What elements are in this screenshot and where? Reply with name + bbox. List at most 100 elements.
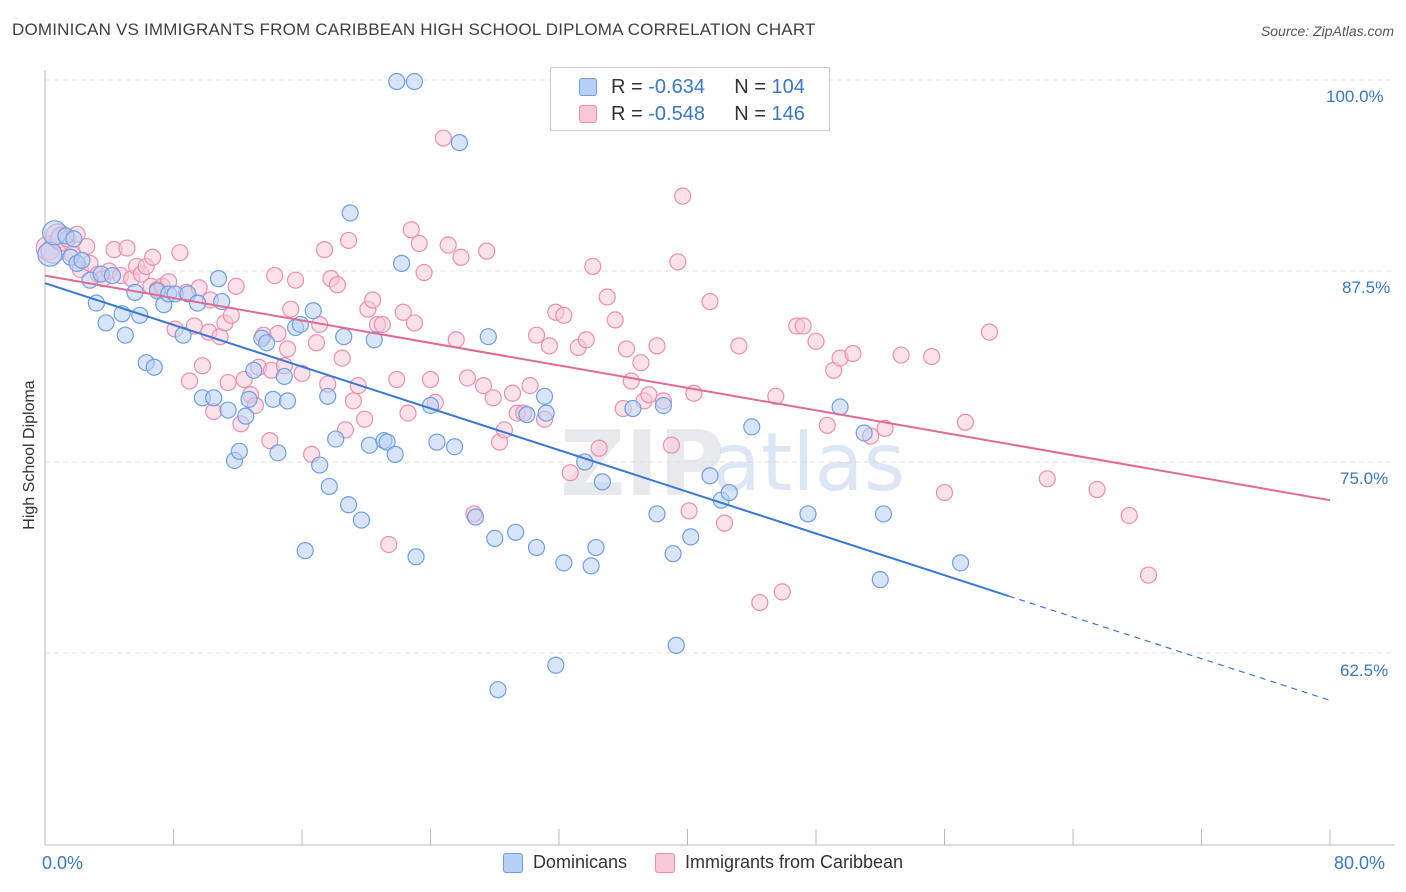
caribbean-point xyxy=(484,389,502,407)
y-tick-75: 75.0% xyxy=(1340,469,1389,488)
caribbean-point xyxy=(339,231,358,250)
caribbean-point xyxy=(434,129,452,147)
caribbean-point xyxy=(617,340,636,358)
caribbean-point xyxy=(286,271,305,289)
dominicans-point xyxy=(407,548,425,566)
source-label: Source: ZipAtlas.com xyxy=(1260,23,1394,39)
caribbean-point xyxy=(315,241,334,259)
caribbean-point xyxy=(266,266,284,285)
caribbean-point xyxy=(794,317,812,335)
dominicans-point xyxy=(682,528,700,546)
caribbean-point xyxy=(474,377,493,395)
dominicans-point xyxy=(335,328,353,346)
dominicans-point xyxy=(855,424,873,442)
caribbean-point xyxy=(648,337,666,355)
caribbean-point xyxy=(540,337,558,355)
caribbean-point xyxy=(171,244,189,262)
caribbean-point xyxy=(380,535,398,554)
caribbean-n-value: 146 xyxy=(771,102,805,125)
dominicans-point xyxy=(951,554,970,572)
caribbean-point xyxy=(773,583,791,601)
caribbean-point xyxy=(388,370,406,389)
caribbean-point xyxy=(807,332,825,350)
dominicans-swatch xyxy=(579,78,597,96)
caribbean-point xyxy=(356,410,374,428)
caribbean-point xyxy=(415,263,433,282)
caribbean-point xyxy=(227,277,245,295)
caribbean-point xyxy=(144,248,162,266)
caribbean-point xyxy=(844,344,862,363)
caribbean-swatch xyxy=(579,105,597,123)
dominicans-point xyxy=(219,401,237,419)
legend-item-dominicans[interactable]: Dominicans xyxy=(502,852,627,873)
dominicans-point xyxy=(65,230,83,248)
dominicans-point xyxy=(258,334,276,352)
dominicans-point xyxy=(365,331,383,349)
dominicans-point xyxy=(327,430,345,448)
dominicans-point xyxy=(360,436,379,454)
dominicans-point xyxy=(405,72,424,91)
dominicans-point xyxy=(269,444,287,462)
caribbean-point xyxy=(892,346,910,364)
caribbean-point xyxy=(421,370,440,389)
dominicans-point xyxy=(428,433,446,451)
caribbean-point xyxy=(680,502,698,520)
dominicans-point xyxy=(582,557,600,575)
caribbean-point xyxy=(333,349,351,367)
dominicans-point xyxy=(654,396,673,415)
dominicans-trend-extension xyxy=(1008,595,1331,701)
caribbean-point xyxy=(405,314,424,332)
caribbean-point xyxy=(751,593,769,612)
y-tick-87-5: 87.5% xyxy=(1342,278,1391,297)
dominicans-point xyxy=(245,361,263,379)
caribbean-point xyxy=(640,386,658,404)
r-label: R = xyxy=(611,75,643,98)
caribbean-point xyxy=(394,303,412,321)
dominicans-point xyxy=(311,456,329,474)
dominicans-point xyxy=(701,467,719,485)
dominicans-point xyxy=(103,266,122,285)
dominicans-point xyxy=(388,72,406,91)
dominicans-point xyxy=(466,508,485,526)
dominicans-point xyxy=(275,367,293,386)
dominicans-point xyxy=(555,554,573,572)
caribbean-point xyxy=(439,236,457,254)
dominicans-point xyxy=(445,438,464,456)
dominicans-r-value: -0.634 xyxy=(648,75,705,98)
caribbean-trend-line xyxy=(44,274,1331,502)
caribbean-point xyxy=(1120,506,1138,525)
caribbean-point xyxy=(980,323,999,341)
caribbean-point xyxy=(344,392,362,410)
caribbean-point xyxy=(269,325,287,343)
dominicans-point xyxy=(450,134,469,152)
caribbean-point xyxy=(118,239,136,257)
caribbean-point xyxy=(1088,480,1106,499)
caribbean-point xyxy=(1038,470,1056,488)
legend-item-caribbean[interactable]: Immigrants from Caribbean xyxy=(654,852,904,873)
caribbean-point xyxy=(410,234,428,253)
dominicans-point xyxy=(209,270,228,288)
x-tick-max: 80.0% xyxy=(1334,853,1386,873)
caribbean-point xyxy=(555,306,573,324)
dominicans-point xyxy=(116,326,134,344)
caribbean-legend-label: Immigrants from Caribbean xyxy=(684,852,904,872)
correlation-legend: R = -0.634 N = 104 R = -0.548 N = 146 xyxy=(550,67,830,131)
caribbean-point xyxy=(674,187,692,205)
dominicans-point xyxy=(230,442,248,460)
caribbean-point xyxy=(193,357,212,375)
dominicans-point xyxy=(37,241,63,267)
caribbean-point xyxy=(876,419,894,437)
caribbean-point xyxy=(1139,566,1158,584)
caribbean-point xyxy=(606,311,624,329)
dominicans-point xyxy=(73,251,91,269)
caribbean-point xyxy=(956,413,974,431)
caribbean-point xyxy=(293,364,311,382)
caribbean-point xyxy=(527,326,546,344)
y-tick-100: 100.0% xyxy=(1326,87,1384,106)
dominicans-point xyxy=(320,477,338,496)
caribbean-point xyxy=(219,373,237,392)
dominicans-point xyxy=(593,473,611,491)
dominicans-point xyxy=(624,399,642,418)
caribbean-point xyxy=(561,464,579,482)
dominicans-point xyxy=(527,538,546,557)
